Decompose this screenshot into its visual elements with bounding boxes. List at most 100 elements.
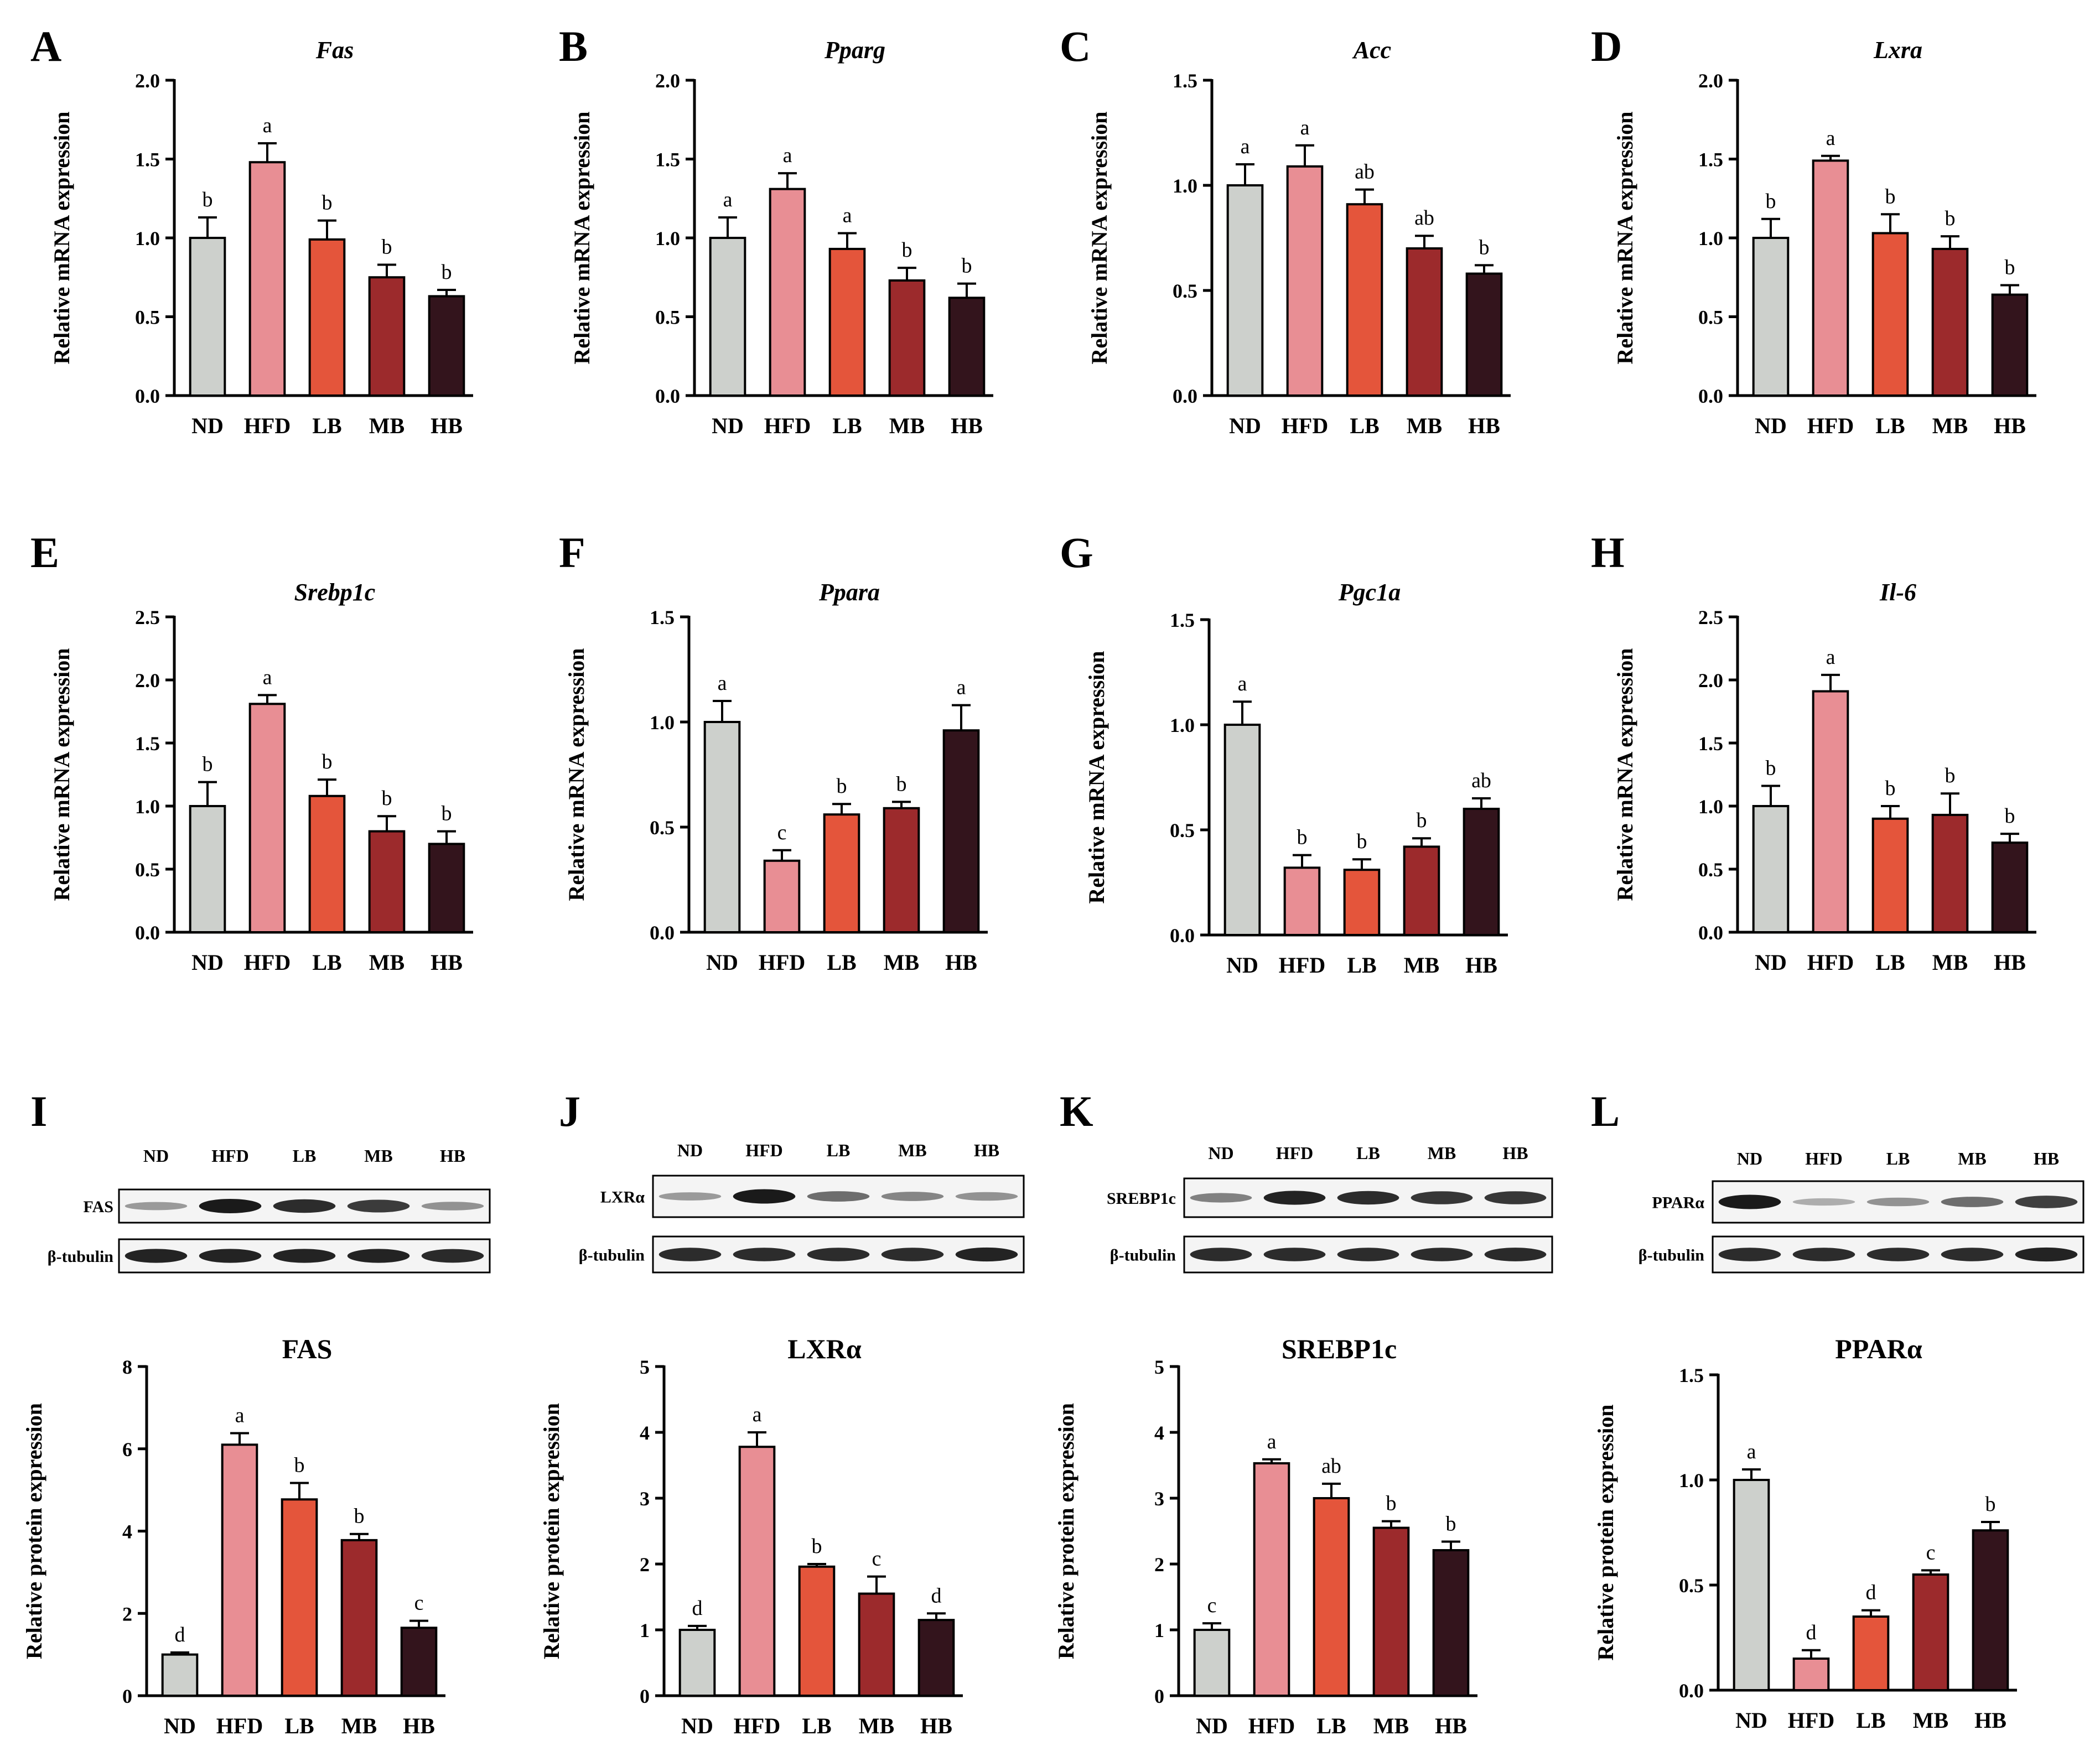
y-tick-label: 5: [640, 1356, 650, 1378]
chart-title: Ppara: [818, 579, 880, 606]
y-tick-label: 1.5: [1679, 1364, 1704, 1386]
bar-mb: [888, 279, 926, 397]
y-tick-label: 1.5: [1698, 149, 1723, 171]
bar-hb: [1432, 1549, 1470, 1697]
loading-band: [1190, 1248, 1252, 1261]
bar-hfd: [248, 703, 286, 933]
bar-mb: [883, 807, 920, 934]
y-axis-label: Relative mRNA expression: [49, 112, 74, 365]
x-tick-label: ND: [712, 413, 744, 438]
x-tick-label: MB: [1932, 950, 1968, 975]
blot-lane-label: HFD: [211, 1146, 249, 1166]
target-band: [807, 1191, 870, 1202]
y-tick-label: 0.0: [1170, 924, 1195, 947]
loading-band: [1718, 1248, 1781, 1261]
y-axis-label: Relative mRNA expression: [1612, 648, 1637, 901]
y-tick-label: 0: [1154, 1685, 1164, 1707]
y-tick-label: 2.5: [135, 606, 160, 628]
y-tick-label: 2.0: [135, 669, 160, 692]
loading-band: [1263, 1248, 1326, 1261]
loading-band: [1484, 1248, 1547, 1261]
bar-lb: [1343, 869, 1381, 936]
significance-label: a: [1241, 135, 1250, 158]
y-tick-label: 1.0: [655, 227, 680, 250]
x-tick-label: HB: [1994, 413, 2026, 438]
x-tick-label: HB: [945, 950, 977, 975]
y-tick-label: 0.5: [135, 306, 160, 329]
bar-mb: [1931, 813, 1969, 933]
bar-nd: [1733, 1479, 1770, 1691]
y-tick-label: 2.0: [1698, 70, 1723, 92]
y-tick-label: 2.5: [1698, 606, 1723, 628]
bar-hb: [428, 295, 465, 397]
significance-label: a: [718, 672, 727, 695]
bar-lb: [308, 238, 346, 397]
bar-mb: [1406, 247, 1443, 397]
significance-label: b: [2005, 804, 2015, 828]
x-tick-label: MB: [1404, 953, 1439, 978]
significance-label: d: [1806, 1621, 1817, 1644]
bar-nd: [1752, 805, 1790, 933]
x-tick-label: ND: [191, 413, 224, 438]
loading-band: [199, 1249, 262, 1263]
bar-nd: [161, 1653, 199, 1697]
significance-label: b: [1945, 764, 1956, 787]
y-tick-label: 1.5: [1170, 609, 1195, 631]
bar-nd: [703, 721, 741, 933]
blot-lane-label: HB: [440, 1146, 465, 1166]
y-tick-label: 6: [122, 1438, 132, 1461]
y-tick-label: 0.5: [1698, 859, 1723, 881]
blot-lane-label: LB: [1356, 1143, 1380, 1163]
chart-panel-G: Pgc1a Relative mRNA expression 0.0 0.5 1.0 1.…: [1084, 579, 1508, 978]
target-band: [733, 1189, 796, 1204]
blot-target-label: SREBP1c: [1107, 1189, 1176, 1208]
bar-lb: [1871, 817, 1909, 934]
significance-label: b: [1479, 236, 1490, 259]
y-axis-label: Relative mRNA expression: [1084, 651, 1109, 904]
blot-lane-label: LB: [1886, 1149, 1910, 1168]
chart-panel-H: Il-6 Relative mRNA expression 0.0 0.5 1.0 1.5…: [1612, 579, 2036, 975]
loading-band: [1411, 1248, 1473, 1261]
significance-label: b: [382, 235, 392, 258]
bar-lb: [1852, 1615, 1890, 1691]
bar-hfd: [763, 859, 801, 934]
significance-label: a: [753, 1403, 762, 1426]
bar-lb: [798, 1565, 836, 1697]
panel-letter-i: I: [30, 1087, 47, 1135]
bar-hb: [1463, 808, 1500, 936]
western-blot-j: ND HFD LB MB HB LXRα β-tubulin: [579, 1140, 1025, 1274]
blot-target-label: FAS: [84, 1198, 113, 1216]
target-band: [347, 1199, 410, 1213]
western-blot-i: ND HFD LB MB HB FAS β-tubulin: [48, 1146, 491, 1274]
panel-letter-a: A: [30, 22, 61, 70]
bar-hb: [1972, 1529, 2009, 1691]
y-axis-label: Relative protein expression: [1593, 1405, 1618, 1661]
y-tick-label: 0.5: [655, 306, 680, 329]
x-tick-label: LB: [312, 413, 341, 438]
x-tick-label: MB: [889, 413, 925, 438]
y-tick-label: 2.0: [1698, 669, 1723, 692]
y-tick-label: 1.5: [135, 732, 160, 755]
chart-panel-J: LXRα Relative protein expression 0 1 2 3 4 5 d ND…: [539, 1333, 963, 1738]
x-tick-label: HFD: [216, 1713, 263, 1738]
bar-hb: [942, 729, 980, 933]
significance-label: d: [931, 1584, 942, 1607]
significance-label: a: [1238, 672, 1247, 695]
blot-target-label: PPARα: [1652, 1194, 1705, 1212]
target-band: [1190, 1193, 1252, 1203]
significance-label: b: [442, 802, 452, 825]
chart-panel-F: Ppara Relative mRNA expression 0.0 0.5 1.0 1.…: [564, 579, 988, 975]
x-tick-label: ND: [681, 1713, 713, 1738]
bar-hfd: [1792, 1658, 1830, 1691]
panel-letter-e: E: [30, 528, 59, 576]
target-band: [421, 1202, 484, 1211]
y-tick-label: 0: [640, 1685, 650, 1707]
y-tick-label: 1.0: [1698, 227, 1723, 250]
bar-mb: [1403, 845, 1440, 937]
loading-band: [733, 1248, 796, 1261]
target-band: [658, 1192, 722, 1201]
target-band: [955, 1192, 1018, 1201]
y-tick-label: 1.5: [135, 149, 160, 171]
chart-title: Lxra: [1873, 37, 1922, 64]
loading-band: [1792, 1248, 1855, 1261]
